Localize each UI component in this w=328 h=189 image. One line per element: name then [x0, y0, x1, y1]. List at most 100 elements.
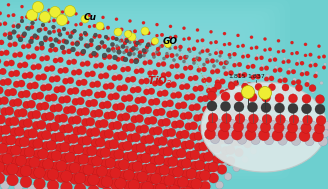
- Circle shape: [255, 57, 258, 60]
- Circle shape: [101, 99, 106, 105]
- Circle shape: [155, 183, 167, 189]
- Circle shape: [305, 136, 314, 146]
- Circle shape: [93, 33, 97, 37]
- Circle shape: [30, 36, 34, 40]
- Circle shape: [0, 144, 3, 154]
- Circle shape: [106, 37, 110, 41]
- Circle shape: [96, 177, 108, 188]
- Circle shape: [26, 54, 31, 60]
- Circle shape: [275, 66, 277, 69]
- Circle shape: [4, 61, 10, 67]
- Circle shape: [196, 28, 199, 32]
- Circle shape: [118, 142, 127, 151]
- Circle shape: [157, 164, 164, 171]
- Circle shape: [104, 112, 111, 119]
- Circle shape: [230, 127, 238, 135]
- Circle shape: [282, 84, 289, 91]
- Circle shape: [127, 52, 132, 56]
- Circle shape: [151, 125, 157, 131]
- Circle shape: [142, 48, 146, 53]
- Circle shape: [138, 54, 142, 58]
- Circle shape: [169, 36, 172, 39]
- Circle shape: [48, 37, 53, 42]
- Circle shape: [119, 111, 125, 117]
- Circle shape: [228, 70, 234, 76]
- Circle shape: [291, 69, 296, 74]
- Circle shape: [36, 43, 40, 47]
- Circle shape: [315, 71, 318, 74]
- Circle shape: [282, 49, 285, 53]
- Circle shape: [82, 136, 92, 145]
- Circle shape: [97, 45, 102, 49]
- Circle shape: [115, 130, 122, 136]
- Circle shape: [182, 38, 186, 41]
- Circle shape: [246, 54, 250, 58]
- Circle shape: [189, 177, 196, 185]
- Circle shape: [176, 72, 180, 75]
- Circle shape: [13, 22, 16, 24]
- Circle shape: [24, 158, 35, 168]
- Circle shape: [298, 88, 301, 91]
- Circle shape: [42, 170, 53, 181]
- Circle shape: [51, 122, 60, 131]
- Circle shape: [162, 57, 166, 60]
- Circle shape: [226, 127, 235, 136]
- Circle shape: [194, 55, 196, 58]
- Circle shape: [155, 107, 160, 112]
- Circle shape: [39, 56, 45, 61]
- Circle shape: [297, 59, 299, 62]
- Circle shape: [268, 120, 276, 128]
- Circle shape: [192, 47, 196, 51]
- Circle shape: [54, 75, 60, 82]
- Circle shape: [315, 104, 325, 114]
- Circle shape: [74, 96, 79, 101]
- Circle shape: [291, 136, 301, 146]
- Circle shape: [1, 181, 10, 189]
- Circle shape: [1, 125, 11, 135]
- Circle shape: [307, 129, 316, 138]
- Circle shape: [69, 145, 78, 155]
- Circle shape: [255, 46, 258, 49]
- Circle shape: [302, 98, 307, 102]
- Circle shape: [148, 40, 151, 42]
- Circle shape: [133, 59, 138, 64]
- Circle shape: [12, 30, 16, 34]
- Circle shape: [116, 74, 123, 81]
- Circle shape: [106, 110, 111, 115]
- Circle shape: [139, 68, 144, 74]
- Circle shape: [273, 68, 277, 73]
- Circle shape: [295, 121, 303, 129]
- Circle shape: [162, 118, 171, 126]
- Circle shape: [217, 165, 227, 174]
- Circle shape: [7, 115, 14, 122]
- Circle shape: [47, 169, 59, 180]
- Circle shape: [115, 178, 126, 189]
- Circle shape: [0, 161, 5, 173]
- Circle shape: [184, 94, 190, 101]
- Circle shape: [212, 127, 221, 136]
- Circle shape: [201, 50, 204, 53]
- Circle shape: [151, 173, 162, 184]
- Circle shape: [125, 39, 129, 43]
- Circle shape: [151, 184, 162, 189]
- Circle shape: [60, 94, 66, 99]
- Circle shape: [92, 167, 102, 177]
- Circle shape: [207, 101, 217, 111]
- Circle shape: [81, 118, 90, 126]
- Circle shape: [153, 98, 160, 105]
- Circle shape: [193, 75, 198, 81]
- Circle shape: [78, 77, 82, 82]
- Circle shape: [53, 160, 61, 167]
- Circle shape: [282, 89, 288, 94]
- Circle shape: [40, 158, 48, 166]
- Circle shape: [114, 149, 124, 160]
- Circle shape: [290, 41, 294, 44]
- Circle shape: [28, 129, 38, 138]
- Circle shape: [266, 128, 275, 137]
- Circle shape: [41, 23, 45, 27]
- Circle shape: [265, 105, 271, 111]
- Circle shape: [277, 67, 282, 72]
- Circle shape: [70, 173, 81, 184]
- Circle shape: [150, 97, 155, 101]
- Circle shape: [174, 147, 181, 154]
